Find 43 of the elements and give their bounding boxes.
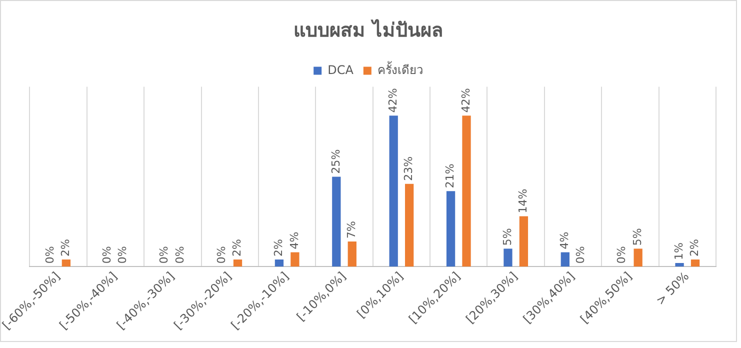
data-label: 7% [344, 221, 358, 238]
data-label: 21% [444, 164, 457, 188]
data-label: 5% [630, 228, 644, 246]
bar [290, 252, 300, 267]
data-label: 0% [100, 246, 114, 264]
data-label: 2% [688, 239, 702, 256]
data-label: 0% [214, 246, 228, 264]
data-label: 0% [116, 246, 130, 264]
data-label: 0% [43, 246, 56, 264]
data-label: 14% [516, 188, 530, 214]
data-label: 25% [329, 149, 342, 174]
data-label: 2% [230, 239, 244, 256]
bar [446, 191, 456, 267]
data-label: 0% [615, 246, 628, 264]
bar [634, 248, 642, 267]
bar [675, 263, 684, 267]
bar [348, 241, 356, 267]
bar [332, 176, 341, 267]
data-label: 42% [459, 88, 472, 113]
data-label: 4% [558, 232, 572, 250]
bar [233, 259, 242, 267]
chart-title: แบบผสม ไม่ปันผล [294, 18, 444, 42]
bar [389, 116, 398, 267]
data-label: 4% [288, 232, 301, 250]
data-label: 0% [173, 246, 186, 264]
data-label: 2% [59, 239, 72, 256]
bar [405, 184, 414, 267]
legend-label: ครั้งเดียว [377, 60, 424, 77]
bar [274, 259, 284, 267]
data-label: 1% [672, 242, 686, 260]
data-label: 0% [158, 246, 171, 264]
data-label: 23% [402, 156, 416, 181]
bar [504, 248, 512, 267]
bar [462, 116, 471, 267]
bar [560, 252, 570, 267]
bar [519, 216, 528, 267]
data-label: 2% [272, 239, 286, 256]
bar [62, 259, 71, 267]
data-label: 42% [386, 88, 400, 113]
legend-label: DCA [328, 62, 354, 77]
data-label: 0% [574, 246, 587, 264]
bar [690, 259, 700, 267]
data-label: 5% [500, 228, 514, 246]
